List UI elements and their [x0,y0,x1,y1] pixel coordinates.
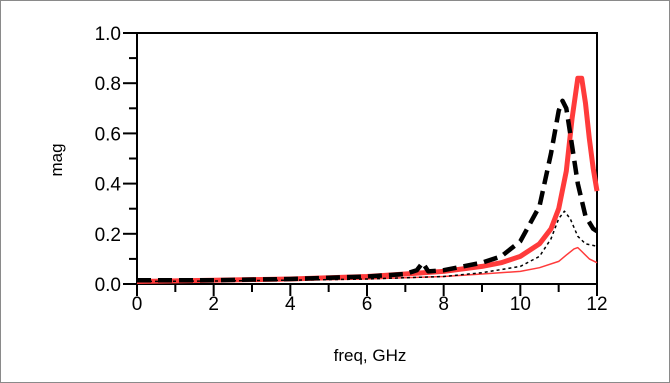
x-tick-label: 10 [510,294,531,315]
x-tick-label: 12 [586,294,607,315]
plot-area-border [136,32,598,285]
y-tick-label: 0.2 [95,225,121,246]
series-line-3 [137,98,599,283]
x-tick-label: 8 [438,294,449,315]
y-tick-label: 0.0 [95,275,121,296]
x-tick-label: 2 [208,294,219,315]
y-tick-label: 0.8 [95,74,121,95]
y-axis-label: mag [47,143,66,176]
x-tick-label: 6 [362,294,373,315]
y-tick-label: 1.0 [95,24,121,45]
y-tick-label: 0.6 [95,124,121,145]
x-axis-label: freq, GHz [334,346,407,365]
series-line-4 [136,210,598,283]
x-tick-label: 0 [132,294,143,315]
y-tick-label: 0.4 [95,175,122,196]
x-tick-label: 4 [285,294,296,315]
series-line-1 [136,75,600,284]
